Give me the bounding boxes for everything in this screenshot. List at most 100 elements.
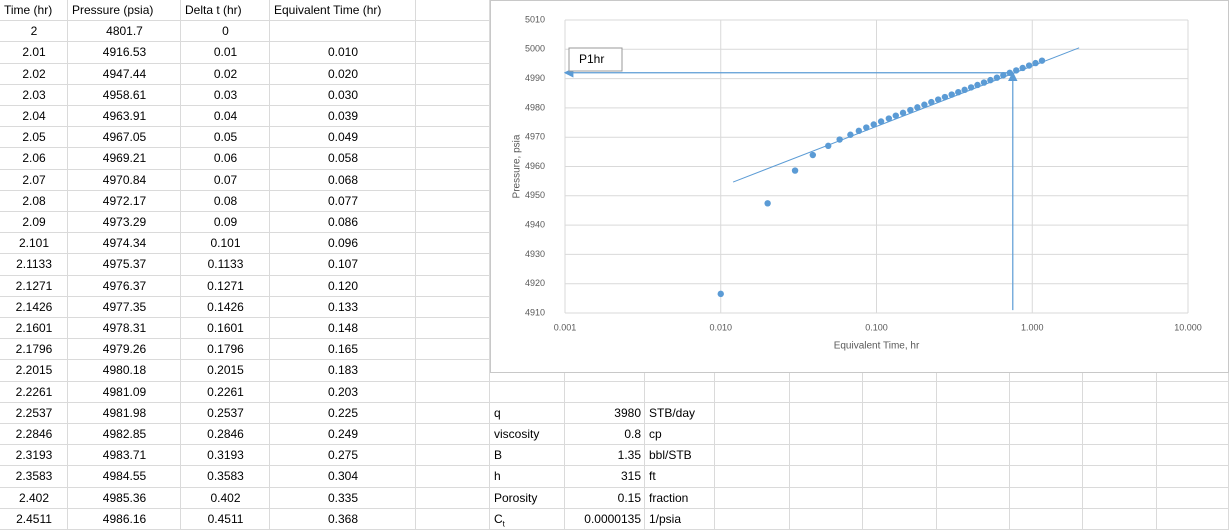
- data-point: [717, 290, 724, 298]
- table-cell: 0.01: [213, 45, 238, 60]
- cell: [181, 381, 270, 403]
- cell: [490, 466, 565, 488]
- cell: [68, 318, 181, 340]
- cell: [1083, 381, 1157, 403]
- cell: [0, 339, 68, 361]
- cell: [416, 318, 490, 340]
- table-cell: 0.1133: [207, 257, 244, 272]
- data-point: [892, 112, 899, 119]
- cell: [68, 0, 181, 22]
- cell: [270, 169, 416, 191]
- cell: [181, 339, 270, 361]
- cell: [68, 42, 181, 64]
- cell: [0, 318, 68, 340]
- cell: [1010, 424, 1083, 446]
- cell: [68, 487, 181, 509]
- cell: [181, 106, 270, 128]
- cell: [270, 318, 416, 340]
- column-header: Delta t (hr): [185, 3, 242, 17]
- table-cell: 2.1133: [16, 257, 52, 272]
- cell: [0, 233, 68, 255]
- cell: [0, 360, 68, 382]
- y-tick-label: 4940: [525, 219, 545, 229]
- table-cell: 4979.26: [102, 342, 147, 357]
- x-tick-label: 0.100: [865, 322, 888, 332]
- cell: [645, 381, 715, 403]
- table-cell: 2.02: [22, 66, 46, 81]
- param-label: viscosity: [490, 424, 565, 445]
- cell: [0, 424, 68, 446]
- column-header: Equivalent Time (hr): [274, 3, 382, 17]
- param-value: 3980: [614, 405, 641, 420]
- y-tick-label: 4980: [525, 102, 545, 112]
- table-cell: 2: [30, 24, 38, 39]
- param-label: Porosity: [490, 488, 565, 509]
- cell: [270, 275, 416, 297]
- data-point: [914, 104, 921, 111]
- table-cell: 4972.17: [102, 193, 147, 208]
- param-label-text: B: [494, 448, 503, 463]
- table-cell: 0.1426: [207, 299, 244, 314]
- cell: [270, 339, 416, 361]
- table-cell: 2.1601: [15, 321, 53, 335]
- cell: [416, 424, 490, 446]
- cell: [416, 487, 490, 509]
- y-tick-label: 4920: [525, 278, 545, 288]
- cell: [68, 233, 181, 255]
- table-cell: 0.039: [327, 109, 359, 123]
- cell: [181, 318, 270, 340]
- cell: [68, 424, 181, 446]
- cell: [68, 84, 181, 106]
- table-cell: 2.1426: [15, 299, 53, 314]
- cell: [0, 381, 68, 403]
- table-cell: 4801.7: [106, 24, 143, 39]
- cell: [416, 466, 490, 488]
- cell: [645, 445, 715, 467]
- table-cell: 2.01: [22, 45, 46, 60]
- param-label-text: Porosity: [494, 490, 538, 505]
- cell: [0, 487, 68, 509]
- cell: [416, 212, 490, 234]
- param-value: 0.15: [617, 490, 641, 505]
- table-cell: 0.183: [327, 363, 359, 378]
- cell: [416, 445, 490, 467]
- cell: [1010, 381, 1083, 403]
- cell: [416, 402, 490, 424]
- cell: [565, 402, 645, 424]
- cell: [416, 106, 490, 128]
- table-cell: 4963.91: [102, 109, 147, 123]
- table-cell: 0.020: [327, 66, 359, 81]
- cell: [270, 254, 416, 276]
- table-cell: 2.09: [22, 215, 46, 229]
- cell: [1010, 445, 1083, 467]
- cell: [181, 360, 270, 382]
- table-cell: 0.049: [327, 130, 359, 145]
- cell: [645, 508, 715, 530]
- cell: [790, 466, 863, 488]
- cell: [68, 296, 181, 318]
- table-cell: 0: [222, 24, 229, 39]
- cell: [645, 402, 715, 424]
- table-cell: 0.3583: [207, 469, 244, 484]
- cell: [181, 148, 270, 170]
- param-unit: cp: [649, 427, 662, 441]
- cell: [1157, 402, 1229, 424]
- param-unit: 1/psia: [649, 511, 682, 526]
- cell: [416, 127, 490, 149]
- cell: [68, 339, 181, 361]
- cell: [715, 381, 790, 403]
- param-value: 0.0000135: [584, 511, 641, 526]
- cell: [0, 402, 68, 424]
- cell: [181, 424, 270, 446]
- param-value: 0.8: [624, 427, 641, 441]
- cell: [1157, 487, 1229, 509]
- data-point: [1038, 57, 1046, 64]
- cell: [181, 63, 270, 85]
- cell: [181, 445, 270, 467]
- cell: [0, 84, 68, 106]
- table-cell: 0.2846: [207, 427, 244, 441]
- cell: [181, 190, 270, 212]
- cell: [0, 0, 68, 22]
- table-cell: 4967.05: [102, 130, 147, 145]
- cell: [68, 402, 181, 424]
